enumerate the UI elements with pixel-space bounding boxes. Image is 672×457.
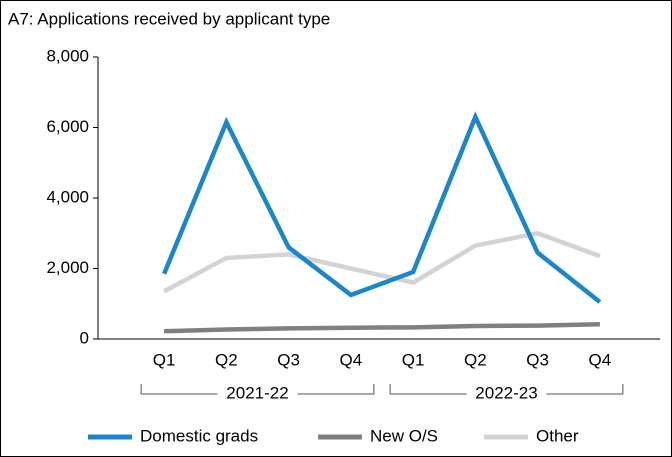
x-tick-label: Q1 — [153, 350, 176, 369]
y-tick-label: 8,000 — [46, 46, 89, 65]
series-line — [162, 111, 602, 304]
x-tick-label: Q2 — [464, 350, 487, 369]
chart-title: A7: Applications received by applicant t… — [8, 9, 330, 28]
group-label: 2022-23 — [475, 383, 537, 402]
series-line — [164, 321, 600, 334]
legend-label: New O/S — [370, 426, 438, 445]
group-bracket — [389, 384, 624, 395]
group-label: 2021-22 — [226, 383, 288, 402]
group-bracket — [140, 384, 375, 395]
y-tick-label: 0 — [80, 328, 89, 347]
x-tick-label: Q4 — [340, 350, 363, 369]
y-tick-label: 2,000 — [46, 258, 89, 277]
legend-label: Other — [536, 426, 579, 445]
x-tick-label: Q3 — [526, 350, 549, 369]
x-tick-label: Q1 — [402, 350, 425, 369]
y-tick-label: 6,000 — [46, 117, 89, 136]
x-tick-label: Q3 — [277, 350, 300, 369]
y-tick-label: 4,000 — [46, 187, 89, 206]
x-tick-label: Q2 — [215, 350, 238, 369]
x-tick-label: Q4 — [589, 350, 612, 369]
legend-label: Domestic grads — [140, 426, 258, 445]
